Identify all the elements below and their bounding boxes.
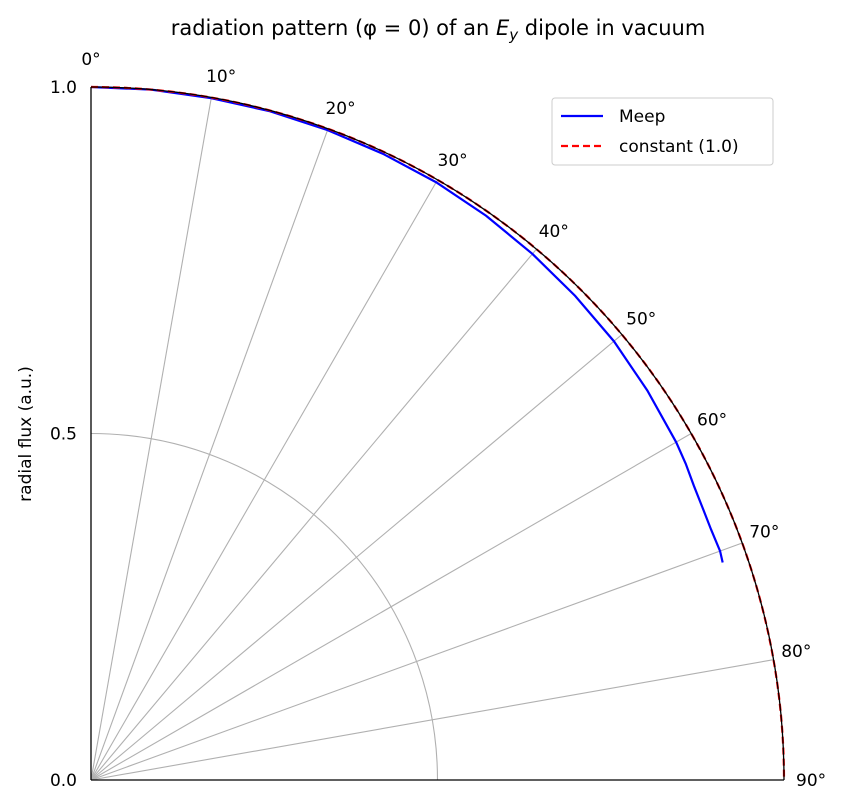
legend-label-constant: constant (1.0): [619, 137, 739, 157]
r-tick-label-1: 0.5: [50, 425, 77, 445]
chart-title: radiation pattern (φ = 0) of an Ey dipol…: [171, 16, 706, 44]
axes-frame: [90, 86, 785, 781]
outer-arc: [90, 86, 785, 781]
theta-tick-label-50: 50°: [626, 309, 656, 329]
title-before: radiation pattern (φ = 0) of an: [171, 16, 496, 40]
theta-tick-label-0: 0°: [81, 50, 100, 70]
theta-tick-label-90: 90°: [796, 771, 826, 791]
title-symbol: E: [496, 16, 510, 40]
theta-tick-label-30: 30°: [438, 151, 468, 171]
r-gridline-0.5: [90, 432, 439, 781]
title-after: dipole in vacuum: [518, 16, 705, 40]
theta-tick-label-60: 60°: [697, 411, 727, 431]
legend-label-meep: Meep: [619, 107, 665, 127]
tick-label-layer: 0° 10° 20° 30° 40° 50° 60° 70° 80° 90° 0.0 0.5 1.0: [50, 50, 826, 791]
theta-tick-label-10: 10°: [206, 67, 236, 87]
theta-tick-label-20: 20°: [325, 99, 355, 119]
theta-tick-label-70: 70°: [749, 523, 779, 543]
r-tick-label-2: 1.0: [50, 78, 77, 98]
r-tick-label-0: 0.0: [50, 771, 77, 791]
legend: Meep constant (1.0): [551, 97, 774, 166]
grid-layer: [90, 97, 774, 781]
title-subscript: y: [508, 26, 519, 44]
legend-box: [551, 97, 774, 166]
theta-tick-label-40: 40°: [539, 222, 569, 242]
y-axis-label: radial flux (a.u.): [16, 366, 36, 502]
theta-tick-label-80: 80°: [781, 642, 811, 662]
